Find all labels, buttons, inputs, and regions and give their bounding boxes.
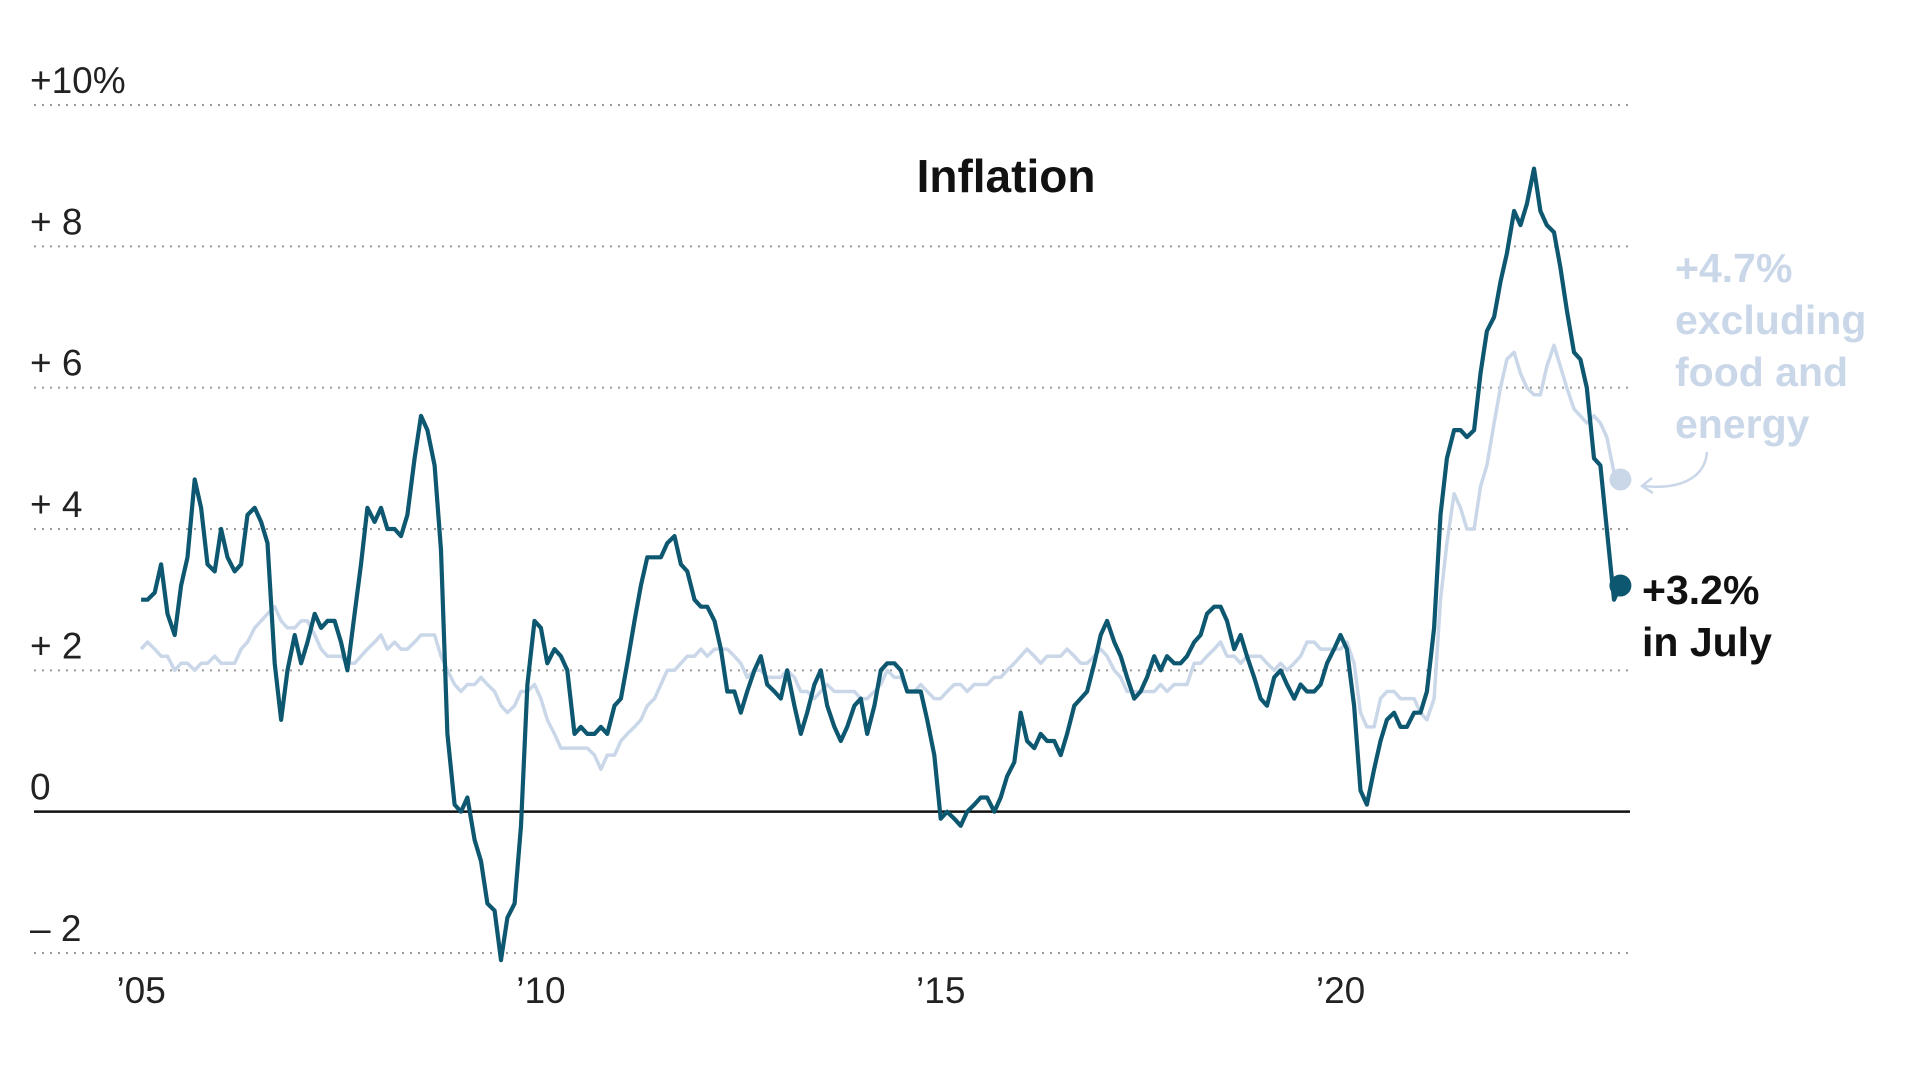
annotation: +4.7% bbox=[1675, 245, 1792, 291]
x-tick-label: ’20 bbox=[1316, 970, 1365, 1011]
annotation: energy bbox=[1675, 401, 1810, 447]
x-tick-label: ’05 bbox=[116, 970, 165, 1011]
y-tick-label: + 6 bbox=[30, 343, 82, 384]
annotation: in July bbox=[1642, 619, 1772, 665]
annotation-arrow bbox=[1639, 451, 1709, 495]
annotation: food and bbox=[1675, 349, 1848, 395]
y-tick-label: + 4 bbox=[30, 484, 82, 525]
line bbox=[141, 166, 1623, 963]
x-tick-label: ’15 bbox=[916, 970, 965, 1011]
end-dot bbox=[1609, 468, 1632, 491]
y-tick-label: 0 bbox=[30, 767, 51, 808]
y-tick-label: – 2 bbox=[30, 908, 81, 949]
y-tick-label: + 2 bbox=[30, 625, 82, 666]
y-tick-label: +10% bbox=[30, 60, 126, 101]
line bbox=[139, 343, 1622, 772]
annotation: excluding bbox=[1675, 297, 1866, 343]
x-tick-label: ’10 bbox=[516, 970, 565, 1011]
end-dot bbox=[1609, 574, 1632, 597]
annotation: +3.2% bbox=[1642, 567, 1759, 613]
chart-title: Inflation bbox=[917, 150, 1096, 202]
y-tick-label: + 8 bbox=[30, 201, 82, 242]
